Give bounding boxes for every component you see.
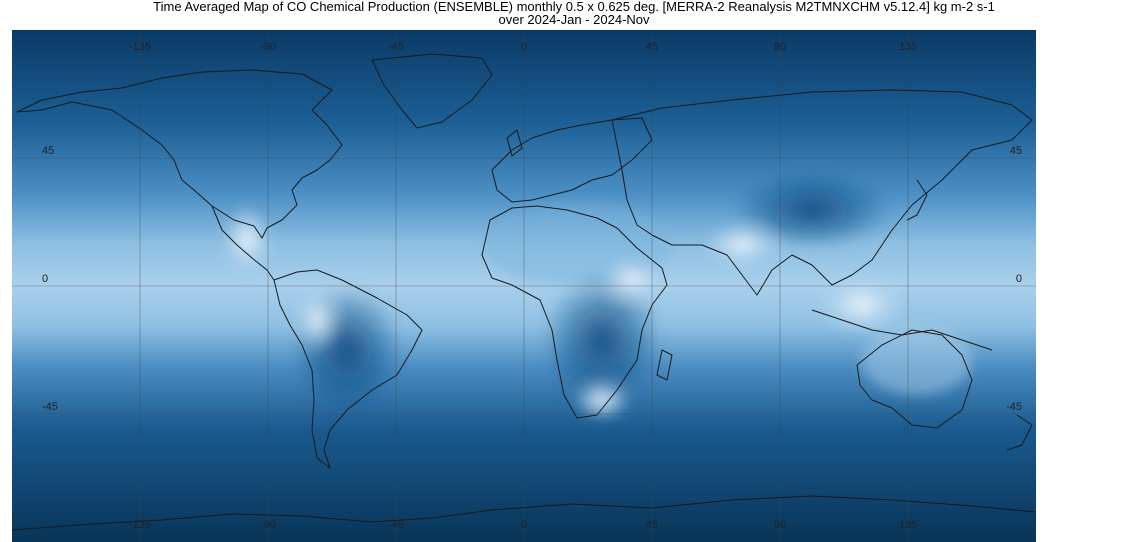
coastlines: [12, 53, 1036, 531]
new-zealand-coastline: [1006, 414, 1033, 451]
greenland-coastline: [371, 53, 493, 129]
lon-label-bottom: 45: [646, 519, 658, 531]
map-title: Time Averaged Map of CO Chemical Product…: [12, 0, 1136, 26]
lon-label-top: -90: [260, 41, 276, 53]
lon-label-bottom: -90: [260, 519, 276, 531]
africa-coastline: [481, 205, 668, 419]
south-america-coastline: [273, 269, 423, 469]
lat-label-left: 45: [42, 145, 54, 157]
lon-label-bottom: -45: [388, 519, 404, 531]
europe-coastline: [491, 117, 653, 203]
madagascar-coastline: [656, 349, 673, 381]
lon-label-top: 45: [646, 41, 658, 53]
title-line-2: over 2024-Jan - 2024-Nov: [498, 12, 650, 27]
lon-label-top: 90: [774, 41, 786, 53]
lat-label-right: -45: [1006, 401, 1022, 413]
lon-label-top: 135: [899, 41, 917, 53]
graticule: [12, 30, 1036, 542]
tick-labels: -135 -135 -90 -90 -45 -45 0 0 45 45 90 90 135 135 45 45…: [42, 41, 1022, 531]
lat-label-left: 0: [42, 273, 48, 285]
lat-label-right: 45: [1010, 145, 1022, 157]
lon-label-top: 0: [521, 41, 527, 53]
lon-label-bottom: 90: [774, 519, 786, 531]
australia-coastline: [856, 329, 973, 429]
land-shading: [222, 170, 972, 420]
lon-label-bottom: -135: [129, 519, 151, 531]
uk-coastline: [506, 129, 523, 157]
asia-coastline: [611, 89, 1033, 296]
antarctica-coastline: [12, 495, 1036, 531]
title-line-1: Time Averaged Map of CO Chemical Product…: [153, 0, 995, 14]
lat-label-right: 0: [1016, 273, 1022, 285]
lon-label-top: -45: [388, 41, 404, 53]
north-america-coastline: [16, 69, 343, 239]
map-panel[interactable]: -135 -135 -90 -90 -45 -45 0 0 45 45 90 90 135 135 45 45…: [12, 30, 1036, 542]
lat-label-left: -45: [42, 401, 58, 413]
lon-label-bottom: 0: [521, 519, 527, 531]
lon-label-top: -135: [129, 41, 151, 53]
lon-label-bottom: 135: [899, 519, 917, 531]
map-canvas[interactable]: -135 -135 -90 -90 -45 -45 0 0 45 45 90 90 135 135 45 45…: [12, 30, 1036, 542]
japan-coastline: [906, 179, 928, 221]
